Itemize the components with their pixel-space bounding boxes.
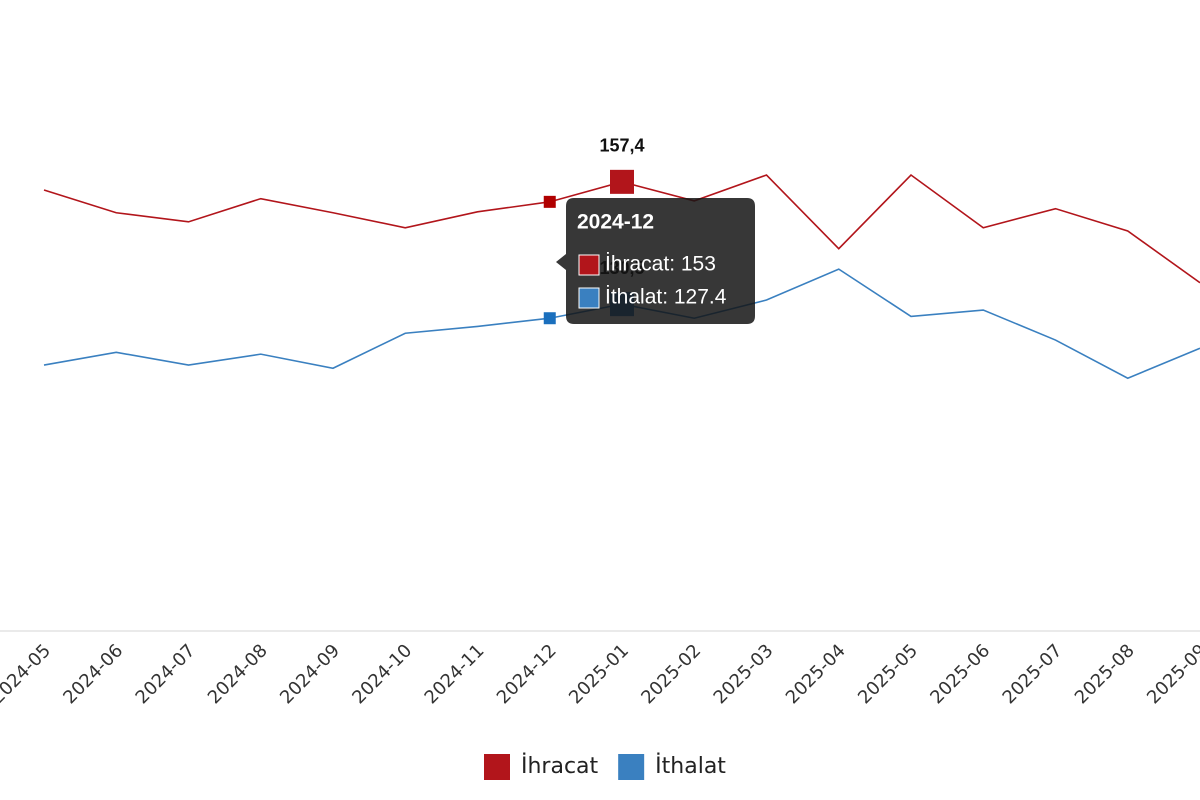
data-label: 157,4 [599, 136, 644, 156]
x-tick-label: 2025-04 [782, 640, 850, 708]
x-tick-label: 2025-09 [1143, 640, 1200, 708]
tooltip-title: 2024-12 [577, 211, 654, 234]
tooltip-box [556, 198, 755, 324]
x-tick-label: 2024-07 [132, 640, 200, 708]
x-tick-label: 2024-10 [348, 640, 416, 708]
x-tick-label: 2025-07 [999, 640, 1067, 708]
x-tick-label: 2025-05 [854, 640, 922, 708]
legend-label: İthalat [655, 753, 726, 779]
x-tick-label: 2025-03 [710, 640, 778, 708]
tooltip-item: İthalat: 127.4 [605, 286, 727, 309]
x-tick-label: 2024-11 [421, 640, 489, 708]
x-tick-label: 2024-06 [59, 640, 127, 708]
x-tick-label: 2024-05 [0, 640, 55, 708]
legend: İhracat İthalat [484, 753, 726, 780]
hover-marker [543, 312, 556, 325]
point-marker [610, 169, 634, 194]
hover-marker [543, 195, 556, 208]
legend-label: İhracat [521, 753, 599, 779]
tooltip: 2024-12 İhracat: 153 İthalat: 127.4 [556, 198, 755, 324]
x-tick-label: 2024-08 [204, 640, 272, 708]
legend-swatch [484, 754, 510, 780]
tooltip-item: İhracat: 153 [605, 253, 716, 276]
x-tick-label: 2025-08 [1071, 640, 1139, 708]
x-tick-label: 2025-06 [926, 640, 994, 708]
x-tick-label: 2025-01 [565, 640, 633, 708]
x-tick-label: 2025-02 [637, 640, 705, 708]
tooltip-swatch [578, 254, 600, 276]
x-tick-label: 2024-12 [493, 640, 561, 708]
tooltip-swatch [578, 287, 600, 309]
x-tick-label: 2024-09 [276, 640, 344, 708]
legend-swatch [618, 754, 645, 780]
